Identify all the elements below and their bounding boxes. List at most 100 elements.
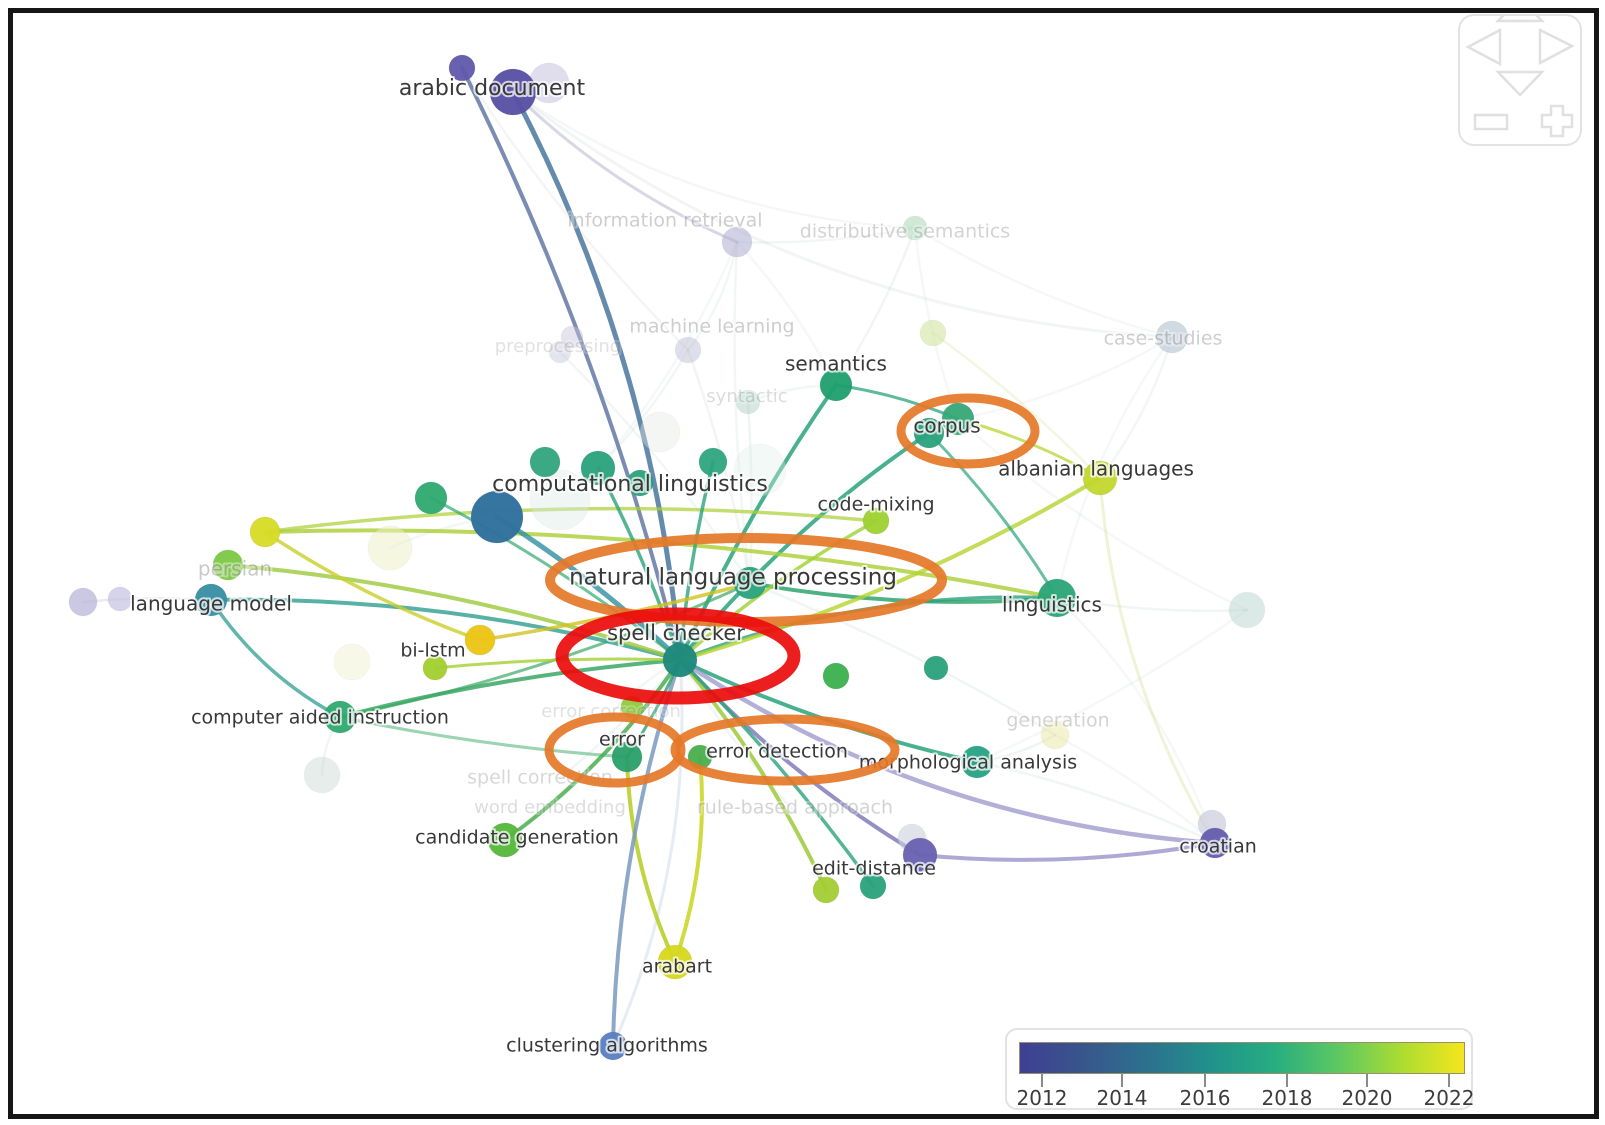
graph-node-arabart[interactable] [657,944,693,980]
graph-label-edit_purple[interactable]: edit-distance [810,856,938,882]
graph-label-bilstm[interactable]: bi-lstm [398,638,467,664]
graph-node-ml_f2[interactable] [561,326,583,348]
graph-node-nlp[interactable] [733,566,767,600]
graph-edge [510,89,683,663]
graph-node-syntactic[interactable] [736,390,760,414]
graph-label-comp_aided[interactable]: computer aided instruction [189,705,451,731]
graph-label-corpus[interactable]: corpus [911,412,982,440]
graph-node-linguistics[interactable] [1037,578,1077,618]
graph-node-lime_fade_top[interactable] [920,320,946,346]
legend-tick-mark [1448,1074,1450,1087]
graph-node-distributive[interactable] [903,216,927,240]
overlay-color-legend: 2012 2014 2016 2018 2020 2022 [1005,1028,1474,1110]
graph-label-arabic[interactable]: arabic document [397,74,588,103]
zoom-in-button[interactable] [1540,104,1574,138]
graph-node-blob4[interactable] [530,470,590,530]
graph-node-bilstm_lime[interactable] [422,655,448,681]
graph-node-arabic_ghost[interactable] [529,63,569,103]
graph-node-green_mid[interactable] [822,662,850,690]
graph-node-edit_teal[interactable] [859,872,887,900]
graph-node-edit_lime[interactable] [812,876,840,904]
graph-label-error[interactable]: error [597,727,647,753]
graph-edge [834,226,917,387]
graph-label-linguistics[interactable]: linguistics [1000,591,1104,619]
graph-node-morph[interactable] [960,745,994,779]
graph-node-cl_e[interactable] [698,447,728,477]
graph-edge [1098,476,1217,845]
graph-label-arabart[interactable]: arabart [640,954,714,980]
graph-node-blob3[interactable] [304,757,340,793]
graph-node-comp_aided[interactable] [323,700,357,734]
graph-node-blob5[interactable] [734,444,786,496]
graph-node-case_studies[interactable] [1156,321,1188,353]
legend-year-label: 2018 [1261,1086,1313,1110]
graph-label-cl_main[interactable]: computational linguistics [490,470,770,499]
pan-left-button[interactable] [1465,27,1502,67]
graph-node-purple_l2[interactable] [107,586,133,612]
graph-label-candidate[interactable]: candidate generation [413,825,621,851]
graph-node-cl_c[interactable] [529,446,561,478]
graph-label-syntactic[interactable]: syntactic [704,384,789,409]
graph-label-generation[interactable]: generation [1004,708,1111,734]
graph-label-word_embedding[interactable]: word embedding [472,795,628,820]
graph-node-purple_l1[interactable] [68,587,98,617]
graph-node-blob6[interactable] [640,412,680,452]
graph-node-persian_yellow[interactable] [249,516,281,548]
graph-node-cl_d[interactable] [414,481,448,515]
pan-right-button[interactable] [1538,27,1575,66]
graph-label-clustering[interactable]: clustering algorithms [504,1033,710,1059]
legend-tick-mark [1366,1074,1368,1087]
graph-node-clustering[interactable] [598,1031,628,1061]
graph-label-persian_lime[interactable]: persian [196,555,274,583]
graph-label-rule_based[interactable]: rule-based approach [695,795,895,821]
graph-node-code_mixing[interactable] [862,507,890,535]
graph-label-code_mixing[interactable]: code-mixing [815,492,936,518]
graph-label-case_studies[interactable]: case-studies [1102,326,1225,352]
pan-down-button[interactable] [1495,70,1545,97]
graph-node-blob1[interactable] [368,526,412,570]
graph-node-corpus[interactable] [913,417,945,449]
graph-edge [678,658,875,888]
graph-label-error_det[interactable]: error detection [704,739,850,765]
graph-node-albanian[interactable] [1082,460,1118,496]
graph-node-arabic_b[interactable] [448,54,476,82]
graph-edge [673,755,704,964]
graph-label-albanian[interactable]: albanian languages [996,455,1196,483]
graph-edge [596,348,690,470]
zoom-out-button[interactable] [1473,113,1509,131]
graph-node-edit_purple[interactable] [902,837,938,873]
graph-node-error[interactable] [611,741,643,773]
graph-node-faded_right[interactable] [1229,592,1265,628]
graph-label-preprocessing[interactable]: preprocessing [493,334,624,359]
graph-edge [931,331,1102,480]
graph-edge [913,226,1174,339]
graph-label-distributive[interactable]: distributive semantics [798,219,1012,245]
graph-node-candidate[interactable] [487,822,523,858]
graph-node-info_retrieval[interactable] [722,227,752,257]
graph-node-bilstm[interactable] [464,624,496,656]
graph-label-croatian[interactable]: croatian [1177,834,1259,860]
graph-node-generation[interactable] [1041,721,1069,749]
graph-node-persian_lime[interactable] [212,549,244,581]
graph-node-cl_blue[interactable] [470,490,524,544]
graph-label-semantics[interactable]: semantics [783,350,889,378]
graph-node-preprocessing[interactable] [549,341,571,363]
graph-node-cl_main[interactable] [580,450,616,486]
graph-node-semantics[interactable] [819,368,853,402]
graph-node-cl_b[interactable] [626,469,654,497]
graph-node-teal_mid[interactable] [923,655,949,681]
graph-label-error_correction[interactable]: error correction [539,699,683,724]
graph-node-blob2[interactable] [334,644,370,680]
graph-label-nlp[interactable]: natural language processing [567,563,899,593]
graph-node-corpus_b[interactable] [941,402,975,436]
graph-label-machine_learning[interactable]: machine learning [627,314,796,340]
graph-label-info_retrieval[interactable]: information retrieval [565,208,764,234]
graph-node-spell_checker[interactable] [662,642,698,678]
graph-node-machine_learning[interactable] [675,337,701,363]
graph-node-arabic[interactable] [489,68,537,116]
graph-label-language_model[interactable]: language model [128,590,294,618]
graph-node-language_model[interactable] [194,583,228,617]
pan-up-button[interactable] [1495,16,1545,23]
graph-node-croatian[interactable] [1199,827,1231,859]
